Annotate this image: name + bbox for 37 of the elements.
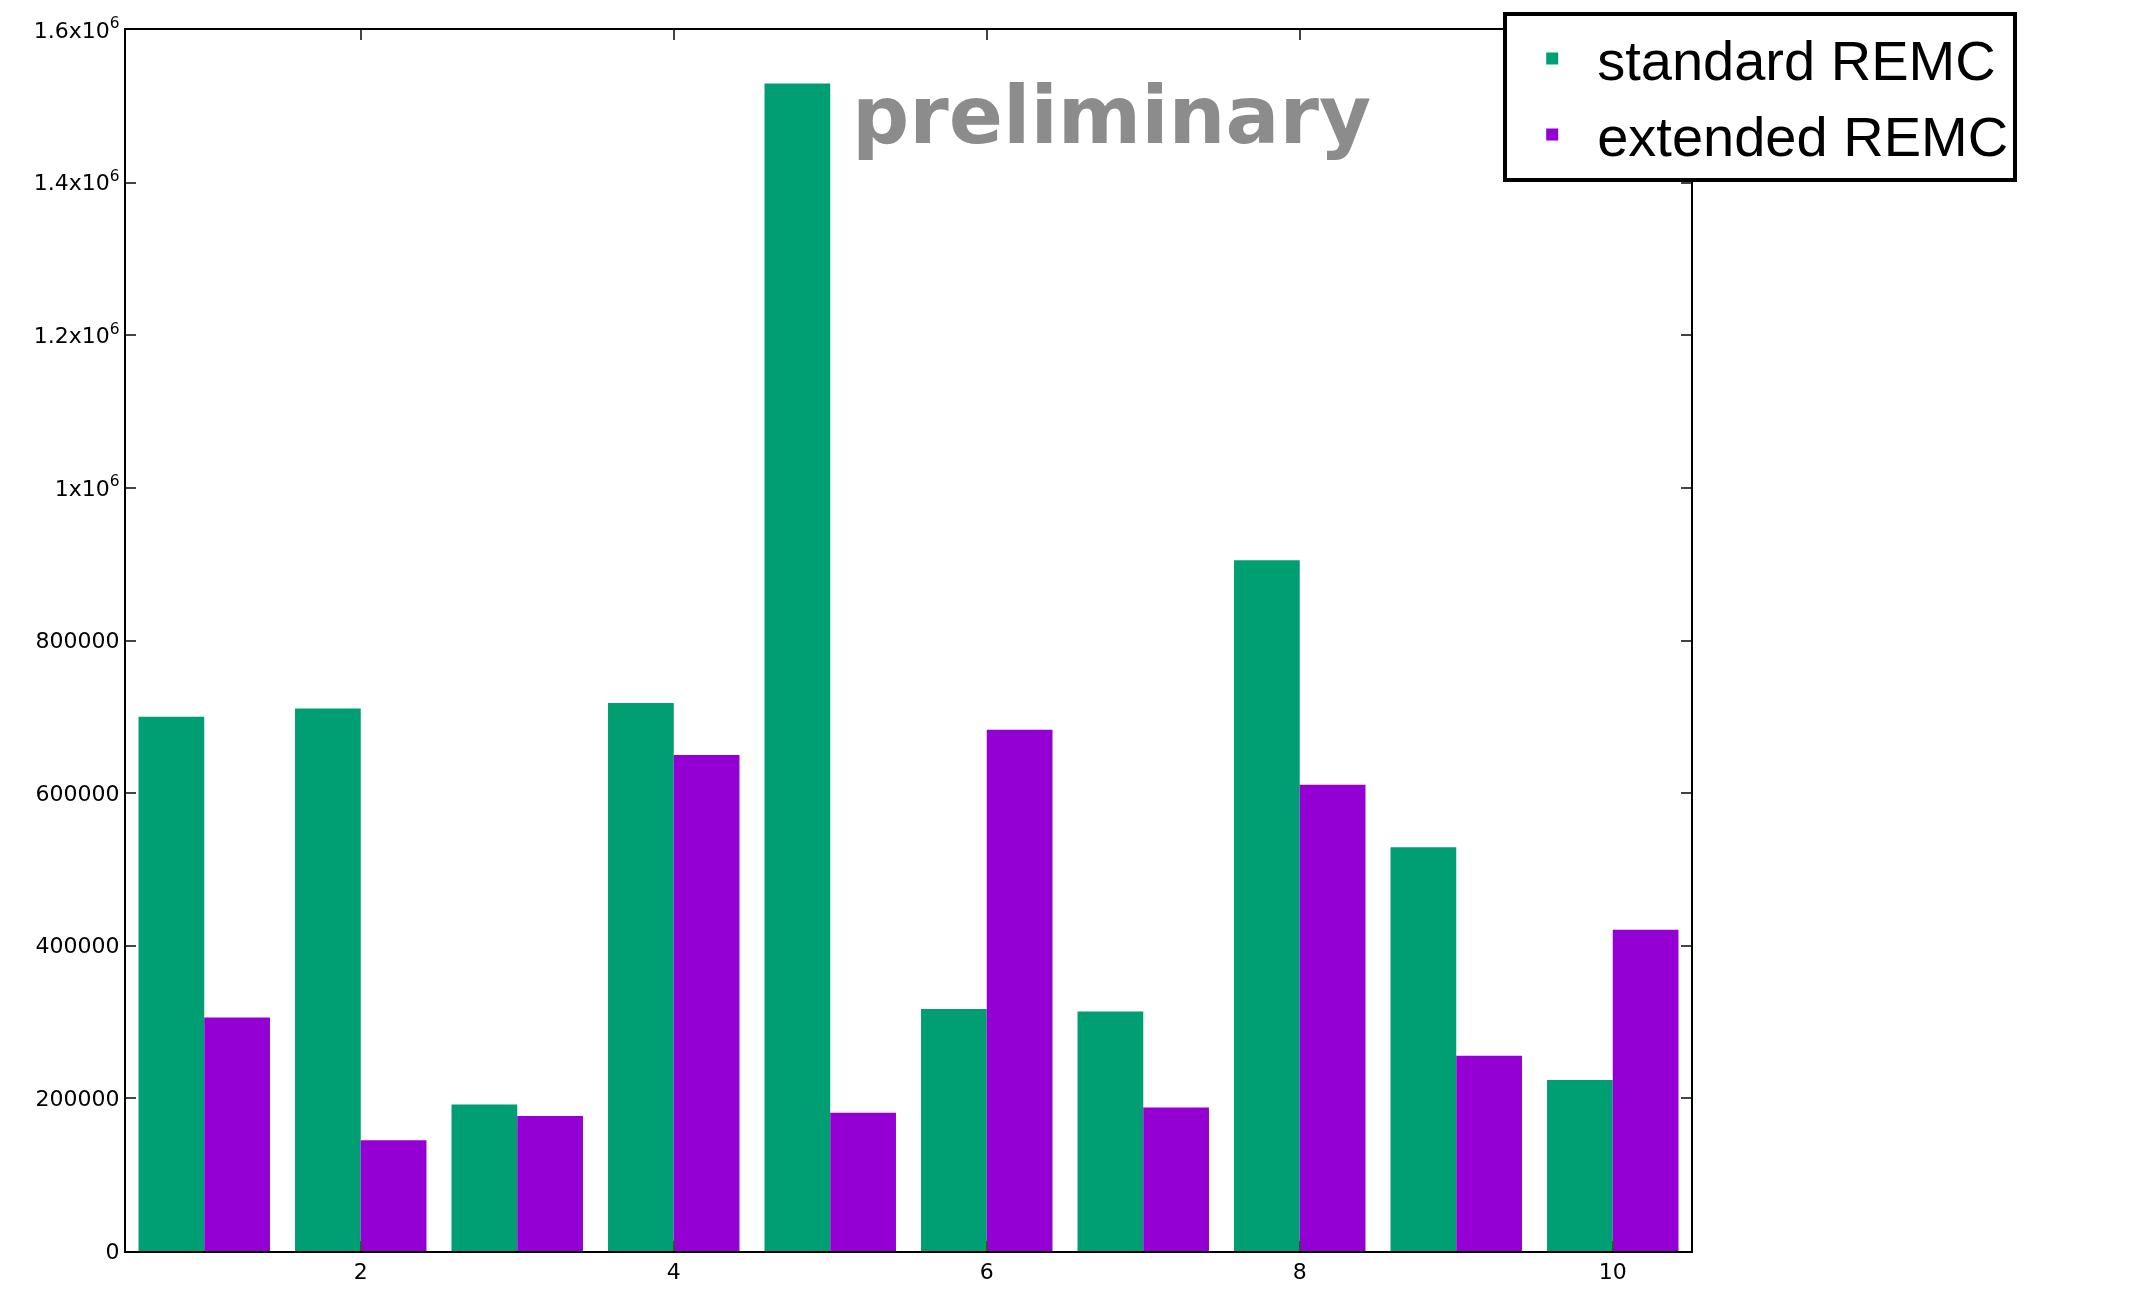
y-tick-label: 1x10$^{6}$	[54, 472, 120, 501]
y-tick-label: 800000	[35, 628, 120, 654]
x-tick-label: 4	[666, 1259, 681, 1285]
bar	[830, 1112, 896, 1251]
x-tick-label: 10	[1598, 1259, 1627, 1285]
bar	[360, 1140, 427, 1251]
bar	[764, 83, 831, 1251]
annotation: preliminary	[852, 69, 1372, 162]
bar	[1299, 784, 1366, 1251]
bar	[921, 1009, 987, 1251]
y-tick-label: 0	[105, 1238, 120, 1264]
legend-label: standard REMC	[1597, 29, 1996, 93]
y-tick-label: 400000	[35, 933, 120, 959]
x-tick-label: 8	[1292, 1259, 1307, 1285]
bar	[295, 708, 361, 1251]
bar	[1456, 1055, 1522, 1251]
bar	[1612, 929, 1679, 1251]
bar	[1547, 1080, 1613, 1251]
bar	[138, 716, 205, 1251]
bar	[451, 1104, 518, 1251]
y-tick-label: 600000	[35, 780, 120, 806]
x-tick-label: 2	[353, 1259, 368, 1285]
bar	[204, 1017, 270, 1251]
y-tick-label: 1.4x10$^{6}$	[33, 167, 120, 196]
bar	[608, 703, 674, 1251]
bar	[1234, 560, 1300, 1251]
y-tick-label: 1.2x10$^{6}$	[33, 319, 120, 348]
y-tick-label: 1.6x10$^{6}$	[33, 14, 120, 43]
legend-label: extended REMC	[1597, 105, 2009, 169]
x-tick-label: 6	[979, 1259, 994, 1285]
bar	[1390, 847, 1457, 1251]
bar	[1077, 1011, 1144, 1251]
y-tick-label: 200000	[35, 1086, 120, 1112]
bar	[517, 1115, 583, 1251]
bar	[673, 754, 740, 1251]
bar	[1143, 1107, 1209, 1251]
bar	[986, 729, 1053, 1251]
